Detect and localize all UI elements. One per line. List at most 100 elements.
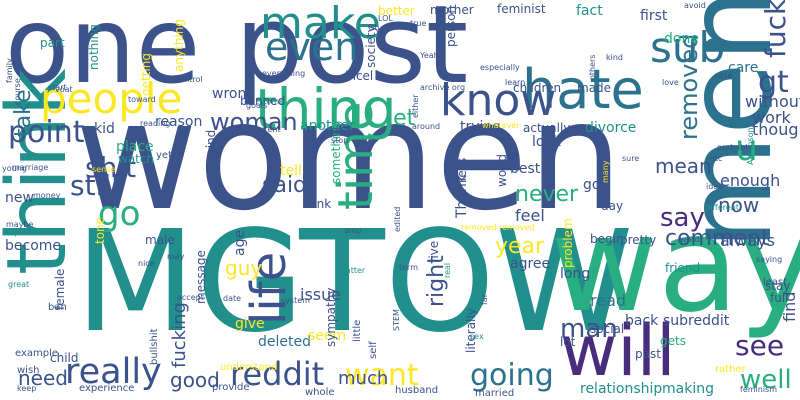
cloud-word: system (281, 296, 310, 305)
cloud-word: see (735, 329, 784, 362)
cloud-word: voat (55, 85, 73, 94)
cloud-word: long (560, 266, 590, 282)
cloud-word: course (13, 78, 22, 105)
cloud-word: done (664, 31, 699, 47)
cloud-word: hate (522, 58, 644, 121)
cloud-word: new (5, 190, 34, 206)
cloud-word: term (399, 263, 418, 272)
cloud-word: Yeah (419, 51, 439, 60)
cloud-word: fuck (759, 0, 792, 58)
cloud-word: actually (523, 121, 570, 135)
cloud-word: around (412, 122, 440, 131)
cloud-word: young (2, 164, 27, 173)
cloud-word: thing (255, 77, 396, 141)
cloud-word: keep (17, 384, 36, 393)
cloud-word: getting (139, 53, 153, 96)
cloud-word: come (262, 97, 284, 106)
cloud-word: sex (470, 332, 484, 341)
cloud-word: mother (430, 3, 474, 17)
cloud-word: now (718, 193, 759, 217)
cloud-word: true (410, 19, 426, 28)
cloud-word: banned (240, 94, 285, 108)
cloud-word: experience (79, 383, 134, 394)
cloud-word: way (550, 188, 800, 342)
cloud-word: case (714, 71, 732, 80)
cloud-word: place (116, 139, 154, 155)
cloud-word: think (0, 68, 85, 275)
cloud-word: man (560, 314, 618, 344)
cloud-word: great (8, 280, 29, 289)
cloud-word: said (262, 173, 307, 198)
cloud-word: take (11, 89, 36, 137)
cloud-word: saying (756, 255, 782, 264)
cloud-word: help (2, 228, 19, 237)
cloud-word: children (513, 81, 561, 95)
cloud-word: work (752, 108, 791, 127)
cloud-word: back (625, 313, 659, 329)
cloud-word: enough (720, 171, 780, 190)
cloud-word: bullshit (149, 328, 160, 365)
cloud-word: though (752, 120, 800, 139)
cloud-word: feminist (497, 2, 546, 16)
cloud-word: world (495, 154, 509, 187)
cloud-word: child (50, 351, 79, 365)
cloud-word: nothing (87, 24, 101, 70)
cloud-word: literally (464, 308, 478, 353)
cloud-word: feel (515, 206, 545, 225)
cloud-word: relationship (580, 381, 662, 397)
cloud-word: year (495, 234, 545, 259)
cloud-word: issue (300, 285, 341, 304)
cloud-word: example (15, 348, 58, 359)
cloud-word: learn (505, 78, 525, 87)
cloud-word: best (510, 161, 541, 177)
cloud-word: sense (92, 165, 115, 174)
cloud-word: divorce (585, 120, 636, 136)
cloud-word: something (329, 120, 343, 184)
cloud-word: archive org (420, 83, 465, 92)
cloud-word: Oh (368, 23, 379, 32)
cloud-word: reddit (230, 355, 324, 393)
cloud-word: comment (665, 226, 770, 251)
cloud-word: Aaronson (746, 127, 755, 165)
cloud-word: ban (48, 302, 67, 313)
cloud-word: different (705, 203, 739, 212)
cloud-word: many (601, 160, 610, 183)
cloud-word: gt (758, 65, 789, 100)
cloud-word: person (444, 6, 458, 47)
cloud-word: age (232, 230, 248, 256)
cloud-word: kind (606, 53, 623, 62)
cloud-word: idea (706, 182, 723, 191)
cloud-word: society (364, 25, 378, 68)
cloud-word: reading (140, 119, 170, 128)
cloud-word: yet (156, 150, 172, 161)
cloud-word: fucking (169, 302, 190, 368)
cloud-word: anything (172, 19, 186, 72)
cloud-word: love (662, 78, 679, 87)
cloud-word: LOL (378, 14, 393, 23)
cloud-word: message (194, 250, 208, 304)
cloud-word: marriage (12, 163, 48, 172)
cloud-word: u (735, 128, 758, 169)
cloud-word: real (443, 263, 452, 278)
cloud-word: Thank (454, 174, 470, 219)
cloud-word: mind (204, 130, 218, 160)
cloud-word: first (640, 8, 668, 24)
cloud-word: let (387, 106, 416, 131)
cloud-word: control (175, 75, 203, 84)
cloud-word: either (411, 94, 420, 118)
cloud-word: accept (177, 293, 204, 302)
cloud-word: rather (715, 364, 747, 375)
cloud-word: going (470, 358, 554, 393)
cloud-word: male (145, 233, 175, 247)
cloud-word: right (424, 255, 449, 307)
cloud-word: provide (212, 382, 250, 393)
cloud-word: feminism (740, 385, 777, 394)
cloud-word: men (660, 0, 798, 250)
cloud-word: people (40, 74, 182, 123)
cloud-word: know (440, 75, 556, 126)
cloud-word: goals (246, 101, 267, 110)
cloud-word: make (260, 0, 381, 49)
cloud-word: amp (344, 226, 362, 235)
cloud-word: gets (660, 334, 686, 348)
cloud-word: family (5, 58, 14, 83)
